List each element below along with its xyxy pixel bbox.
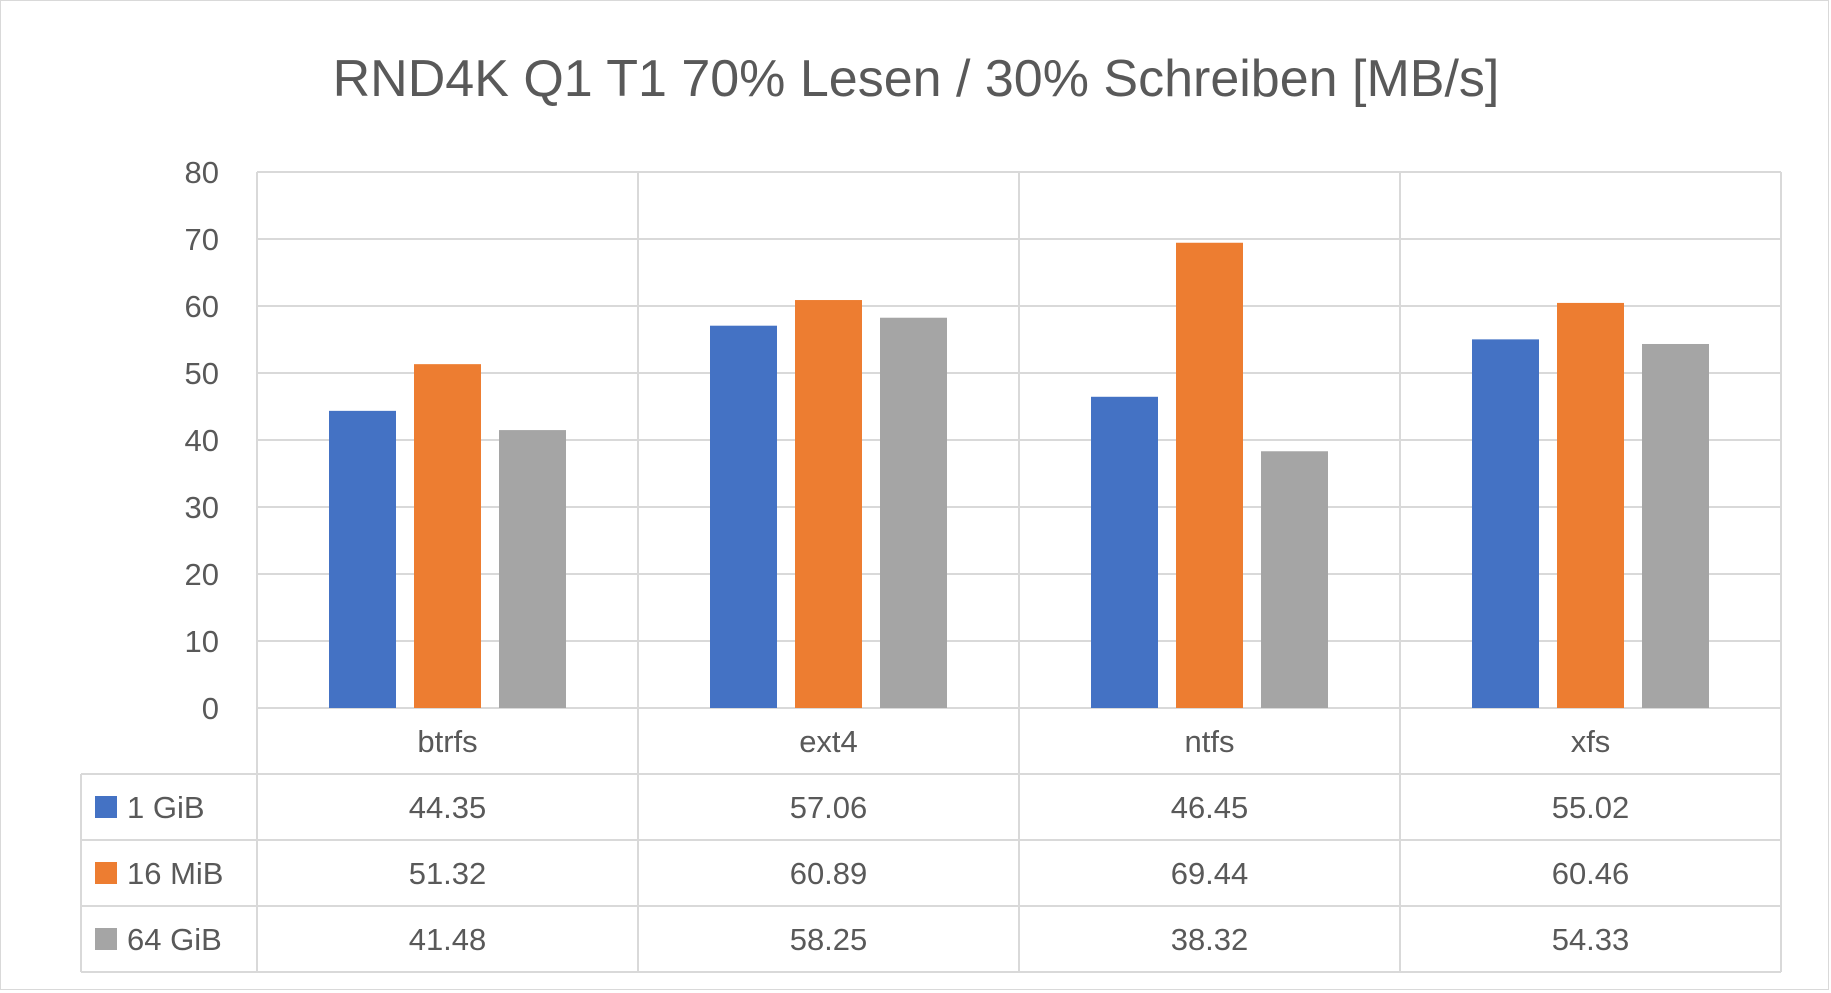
bar-ntfs-0: [1091, 396, 1158, 708]
y-axis: 0 10 20 30 40 50 60 70 80: [185, 155, 219, 726]
y-tick-label: 10: [185, 624, 219, 659]
y-tick-label: 30: [185, 490, 219, 525]
bar-ext4-2: [880, 317, 947, 708]
data-table-cell: 57.06: [790, 790, 868, 825]
y-tick-label: 70: [185, 222, 219, 257]
category-label: ntfs: [1185, 724, 1235, 759]
legend-key-2: [95, 928, 117, 950]
data-table-cell: 60.89: [790, 856, 868, 891]
bar-ntfs-1: [1176, 242, 1243, 708]
legend-key-1: [95, 862, 117, 884]
data-table: btrfs ext4 ntfs xfs 1 GiB 44.35 57.06 46.45 55.0…: [95, 724, 1629, 957]
data-table-cell: 60.46: [1552, 856, 1630, 891]
category-label: btrfs: [417, 724, 477, 759]
category-label: xfs: [1571, 724, 1611, 759]
data-table-cell: 54.33: [1552, 922, 1630, 957]
bar-xfs-0: [1472, 339, 1539, 708]
bar-ext4-0: [710, 325, 777, 708]
legend-label: 16 MiB: [127, 856, 223, 891]
data-table-cell: 41.48: [409, 922, 487, 957]
category-label: ext4: [799, 724, 858, 759]
data-table-cell: 55.02: [1552, 790, 1630, 825]
data-table-cell: 38.32: [1171, 922, 1249, 957]
bars: [329, 242, 1709, 708]
legend-label: 64 GiB: [127, 922, 222, 957]
data-table-cell: 58.25: [790, 922, 868, 957]
data-table-cell: 69.44: [1171, 856, 1249, 891]
y-tick-label: 40: [185, 423, 219, 458]
legend-label: 1 GiB: [127, 790, 205, 825]
bar-btrfs-2: [499, 430, 566, 708]
bar-ntfs-2: [1261, 451, 1328, 708]
data-table-cell: 46.45: [1171, 790, 1249, 825]
bar-xfs-1: [1557, 302, 1624, 708]
data-table-cell: 51.32: [409, 856, 487, 891]
bar-btrfs-1: [414, 364, 481, 708]
bar-ext4-1: [795, 300, 862, 708]
bar-xfs-2: [1642, 343, 1709, 708]
y-tick-label: 20: [185, 557, 219, 592]
bar-btrfs-0: [329, 410, 396, 708]
y-tick-label: 50: [185, 356, 219, 391]
data-table-cell: 44.35: [409, 790, 487, 825]
chart-title: RND4K Q1 T1 70% Lesen / 30% Schreiben [M…: [333, 50, 1500, 108]
y-tick-label: 0: [202, 691, 219, 726]
y-tick-label: 60: [185, 289, 219, 324]
legend-key-0: [95, 796, 117, 818]
y-tick-label: 80: [185, 155, 219, 190]
gridlines: [80, 171, 1782, 973]
